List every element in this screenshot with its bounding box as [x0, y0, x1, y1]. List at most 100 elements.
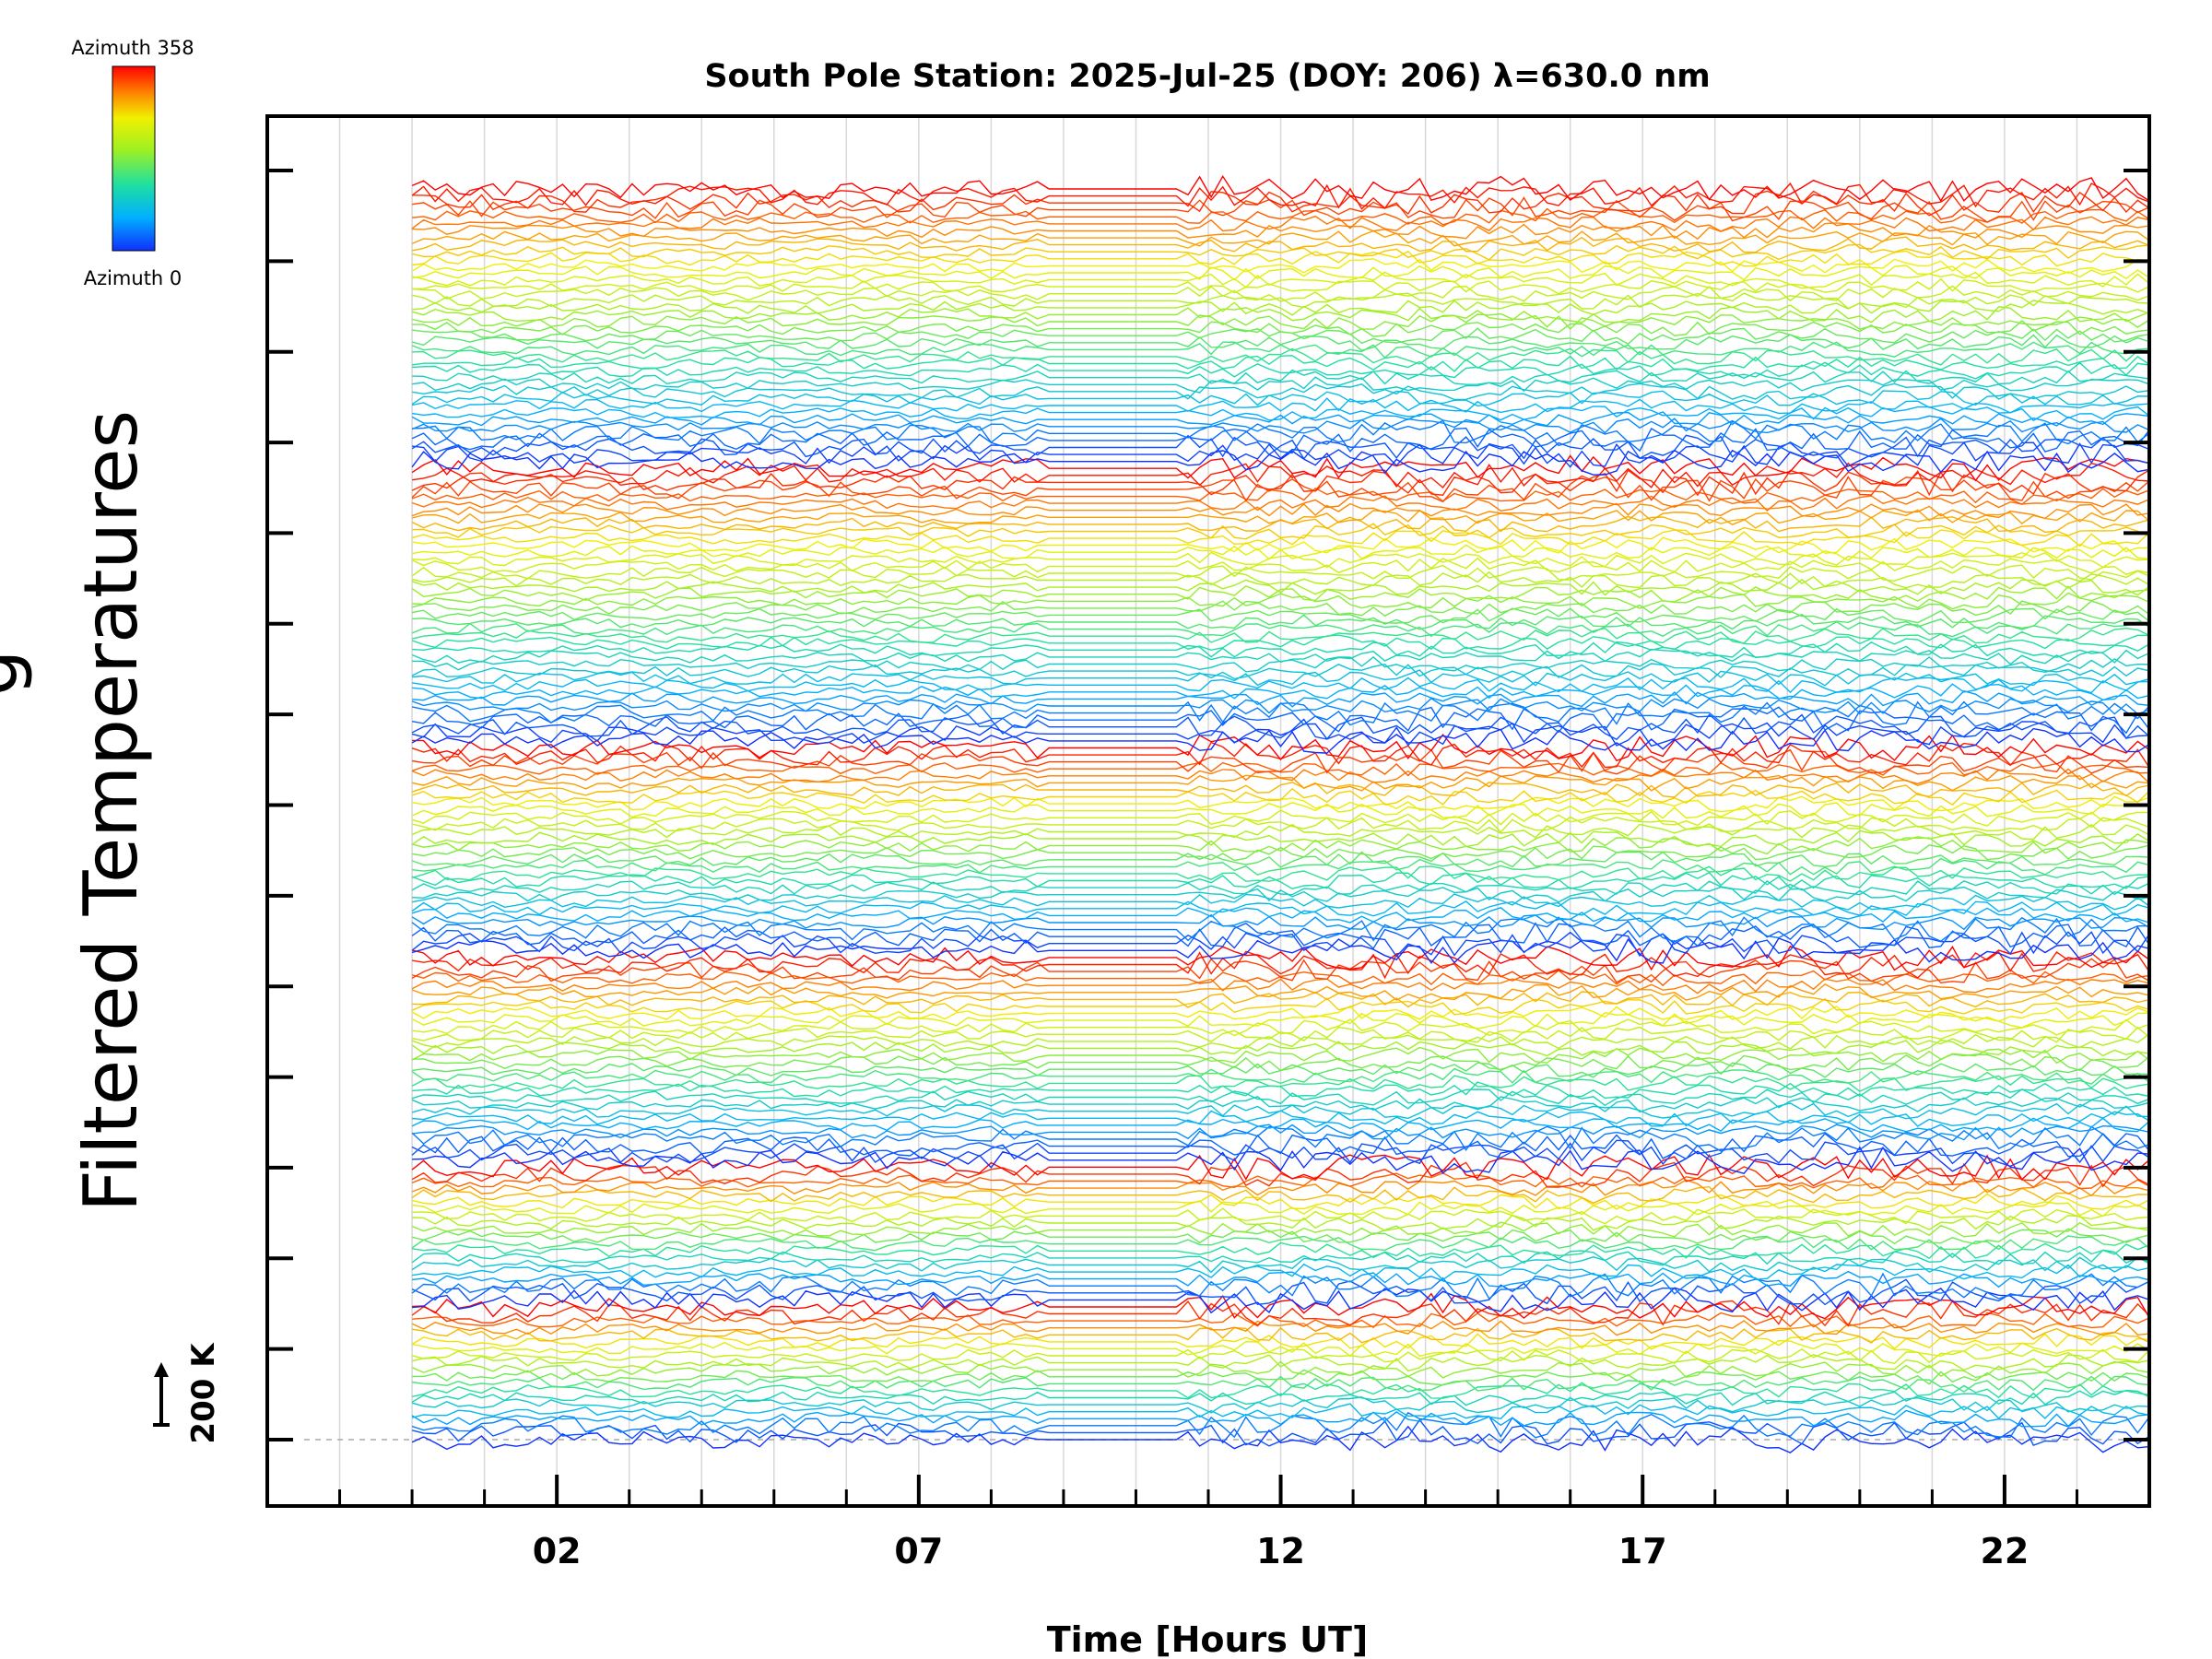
series-line [411, 434, 2149, 461]
series-line [411, 1125, 2149, 1152]
series-line [411, 913, 2149, 931]
series-line [411, 578, 2149, 596]
series-line [412, 347, 2149, 366]
series-line [412, 207, 2149, 226]
series-line [412, 462, 2149, 489]
series-line [411, 1005, 2149, 1022]
y-axis-label-partial: g [0, 650, 34, 697]
series-line [412, 1270, 2149, 1288]
series-line [412, 419, 2149, 447]
series-line [411, 958, 2149, 984]
series-line [411, 1179, 2149, 1197]
series-line [412, 265, 2149, 281]
series-line [412, 1369, 2149, 1386]
series-line [411, 1347, 2149, 1365]
series-line [411, 768, 2149, 785]
series-line [412, 277, 2149, 295]
series-line [411, 1409, 2149, 1428]
series-line [411, 851, 2149, 868]
series-line [411, 871, 2149, 890]
series-line [411, 1185, 2149, 1205]
series-line [412, 361, 2149, 380]
x-tick-label: 22 [1980, 1531, 2029, 1571]
series-line [412, 320, 2149, 337]
series-line [411, 557, 2149, 575]
series-line [411, 334, 2149, 352]
series-line [411, 1375, 2149, 1393]
series-line [411, 475, 2149, 503]
series-line [411, 536, 2149, 554]
series-line [412, 222, 2149, 241]
series-line [411, 1354, 2149, 1372]
series-line [411, 411, 2149, 427]
series-line [411, 893, 2149, 911]
series-line [412, 551, 2149, 569]
series-line [411, 382, 2149, 401]
series-line [411, 390, 2149, 407]
series-line [411, 802, 2149, 819]
series-line [411, 1154, 2149, 1181]
series-line [412, 369, 2149, 385]
series-line [411, 487, 2149, 506]
series-line [411, 292, 2149, 310]
series-line [411, 648, 2149, 665]
series-line [411, 1326, 2149, 1344]
series-line [411, 706, 2149, 735]
series-line [411, 1320, 2149, 1336]
series-line [411, 663, 2149, 680]
grid-lines [304, 116, 2149, 1506]
series-line [411, 713, 2149, 741]
series-line [411, 174, 2149, 203]
series-line [411, 1418, 2149, 1447]
series-line [411, 1088, 2149, 1107]
series-line [411, 1382, 2149, 1399]
series-line [412, 285, 2149, 302]
series-line [411, 600, 2149, 618]
series-line [411, 236, 2149, 253]
series-line [411, 271, 2149, 289]
series-line [411, 515, 2149, 534]
series-line [412, 1312, 2149, 1329]
series-line [411, 983, 2149, 1001]
series-line [412, 690, 2149, 708]
series-line [412, 523, 2149, 540]
axes: 02 07 12 17 22 [265, 114, 2151, 1571]
series-line [411, 879, 2149, 896]
series-line [411, 727, 2149, 754]
series-lines [411, 174, 2149, 1454]
series-line [411, 306, 2149, 324]
series-line [411, 469, 2149, 497]
series-line [412, 406, 2149, 422]
series-line [411, 922, 2149, 950]
series-line [411, 312, 2149, 331]
x-tick-label: 02 [533, 1531, 582, 1571]
series-line [411, 1096, 2149, 1113]
series-line [411, 1075, 2149, 1092]
series-line [412, 613, 2149, 630]
series-line [412, 886, 2149, 903]
series-line [412, 592, 2149, 610]
series-line [411, 782, 2149, 798]
series-line [411, 1403, 2149, 1419]
series-line [411, 721, 2149, 747]
series-line [411, 677, 2149, 694]
series-line [411, 748, 2149, 775]
series-line [411, 634, 2149, 652]
series-line [411, 495, 2149, 512]
series-line [411, 1012, 2149, 1030]
series-line [411, 418, 2149, 434]
series-line [411, 1102, 2149, 1120]
series-line [411, 1132, 2149, 1160]
series-line [412, 641, 2149, 659]
series-line [412, 1018, 2149, 1037]
series-line [412, 733, 2149, 762]
series-line [411, 1172, 2149, 1190]
series-line [411, 427, 2149, 454]
series-line [411, 229, 2149, 247]
series-line [411, 1221, 2149, 1238]
series-line [411, 584, 2149, 603]
series-line [411, 816, 2149, 833]
series-line [412, 1124, 2149, 1141]
series-line [412, 190, 2149, 217]
